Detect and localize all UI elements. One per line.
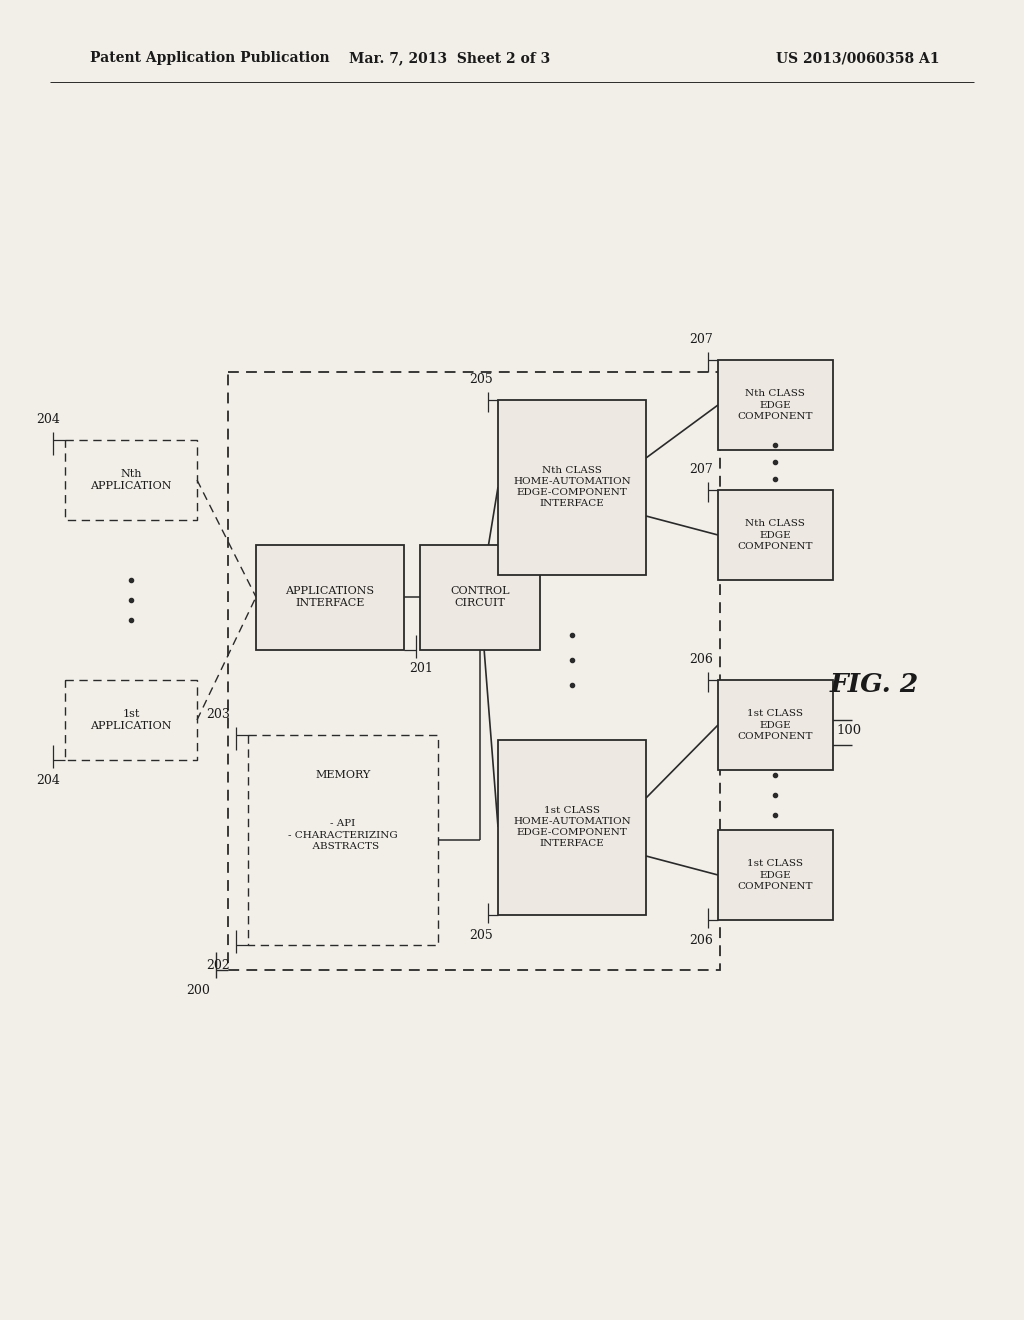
- Text: Patent Application Publication: Patent Application Publication: [90, 51, 330, 65]
- Bar: [65, 680, 197, 760]
- Bar: [718, 680, 833, 770]
- Text: 207: 207: [689, 333, 713, 346]
- Text: APPLICATIONS
INTERFACE: APPLICATIONS INTERFACE: [286, 586, 375, 609]
- Bar: [498, 741, 646, 915]
- Text: 204: 204: [36, 413, 60, 426]
- Text: CONTROL
CIRCUIT: CONTROL CIRCUIT: [451, 586, 510, 609]
- Text: 200: 200: [186, 983, 210, 997]
- Text: FIG. 2: FIG. 2: [830, 672, 920, 697]
- Text: Nth CLASS
EDGE
COMPONENT: Nth CLASS EDGE COMPONENT: [737, 389, 813, 421]
- Bar: [718, 830, 833, 920]
- Text: MEMORY: MEMORY: [315, 770, 371, 780]
- Text: 207: 207: [689, 463, 713, 477]
- Bar: [256, 545, 404, 649]
- Bar: [228, 372, 720, 970]
- Bar: [718, 360, 833, 450]
- Text: 203: 203: [206, 708, 230, 721]
- Text: 201: 201: [409, 663, 433, 675]
- Text: 206: 206: [689, 653, 713, 667]
- Text: 202: 202: [206, 960, 230, 972]
- Bar: [498, 400, 646, 576]
- Bar: [248, 735, 438, 945]
- Text: 100: 100: [836, 723, 861, 737]
- Text: 205: 205: [469, 929, 493, 942]
- Text: - API
- CHARACTERIZING
  ABSTRACTS: - API - CHARACTERIZING ABSTRACTS: [288, 820, 398, 850]
- Bar: [420, 545, 540, 649]
- Text: 1st CLASS
EDGE
COMPONENT: 1st CLASS EDGE COMPONENT: [737, 709, 813, 741]
- Text: Nth CLASS
EDGE
COMPONENT: Nth CLASS EDGE COMPONENT: [737, 519, 813, 550]
- Text: US 2013/0060358 A1: US 2013/0060358 A1: [776, 51, 940, 65]
- Text: 205: 205: [469, 374, 493, 385]
- Bar: [65, 440, 197, 520]
- Text: 1st CLASS
EDGE
COMPONENT: 1st CLASS EDGE COMPONENT: [737, 859, 813, 891]
- Text: 206: 206: [689, 935, 713, 946]
- Text: Nth CLASS
HOME-AUTOMATION
EDGE-COMPONENT
INTERFACE: Nth CLASS HOME-AUTOMATION EDGE-COMPONENT…: [513, 466, 631, 508]
- Text: 1st
APPLICATION: 1st APPLICATION: [90, 709, 172, 731]
- Text: 1st CLASS
HOME-AUTOMATION
EDGE-COMPONENT
INTERFACE: 1st CLASS HOME-AUTOMATION EDGE-COMPONENT…: [513, 805, 631, 849]
- Text: Nth
APPLICATION: Nth APPLICATION: [90, 469, 172, 491]
- Bar: [718, 490, 833, 579]
- Text: 204: 204: [36, 774, 60, 787]
- Text: Mar. 7, 2013  Sheet 2 of 3: Mar. 7, 2013 Sheet 2 of 3: [349, 51, 551, 65]
